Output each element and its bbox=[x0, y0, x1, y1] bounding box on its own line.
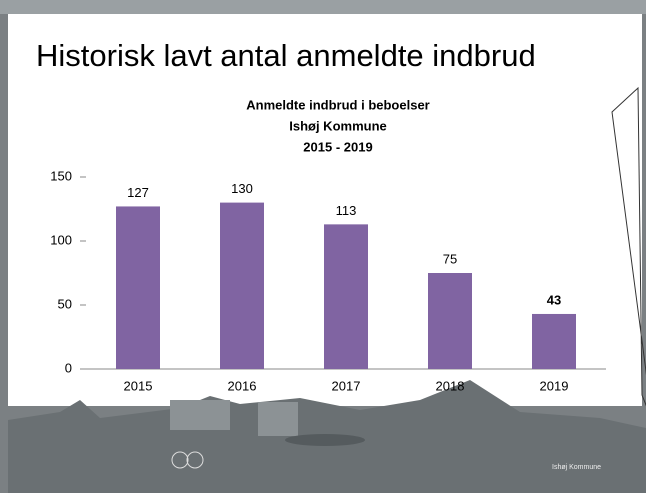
value-label: 130 bbox=[231, 181, 253, 196]
logo-text: Ishøj Kommune bbox=[552, 464, 601, 471]
building bbox=[170, 400, 230, 430]
x-tick-label: 2018 bbox=[436, 378, 465, 393]
heading: Historisk lavt antal anmeldte indbrud bbox=[36, 38, 536, 73]
y-tick-label: 50 bbox=[58, 296, 72, 311]
x-tick-label: 2017 bbox=[332, 378, 361, 393]
value-label: 127 bbox=[127, 185, 149, 200]
bar bbox=[220, 203, 264, 369]
x-tick-label: 2016 bbox=[228, 378, 257, 393]
y-tick-label: 100 bbox=[50, 232, 72, 247]
pond bbox=[285, 434, 365, 446]
slide: Historisk lavt antal anmeldte indbrud Is… bbox=[0, 0, 646, 493]
value-label: 43 bbox=[547, 292, 561, 307]
bar bbox=[116, 206, 160, 369]
bar bbox=[324, 224, 368, 369]
chart-title: 2015 - 2019 bbox=[303, 139, 372, 154]
y-tick-label: 150 bbox=[50, 168, 72, 183]
bar bbox=[428, 273, 472, 369]
chart-title: Ishøj Kommune bbox=[289, 118, 387, 133]
chart-title: Anmeldte indbrud i beboelser bbox=[246, 97, 429, 112]
x-tick-label: 2015 bbox=[124, 378, 153, 393]
x-tick-label: 2019 bbox=[540, 378, 569, 393]
page: {"heading": "Historisk lavt antal anmeld… bbox=[0, 0, 646, 493]
building bbox=[258, 402, 298, 436]
y-tick-label: 0 bbox=[65, 360, 72, 375]
value-label: 113 bbox=[336, 203, 357, 218]
top-skyline bbox=[0, 0, 646, 14]
value-label: 75 bbox=[443, 251, 457, 266]
bar bbox=[532, 314, 576, 369]
